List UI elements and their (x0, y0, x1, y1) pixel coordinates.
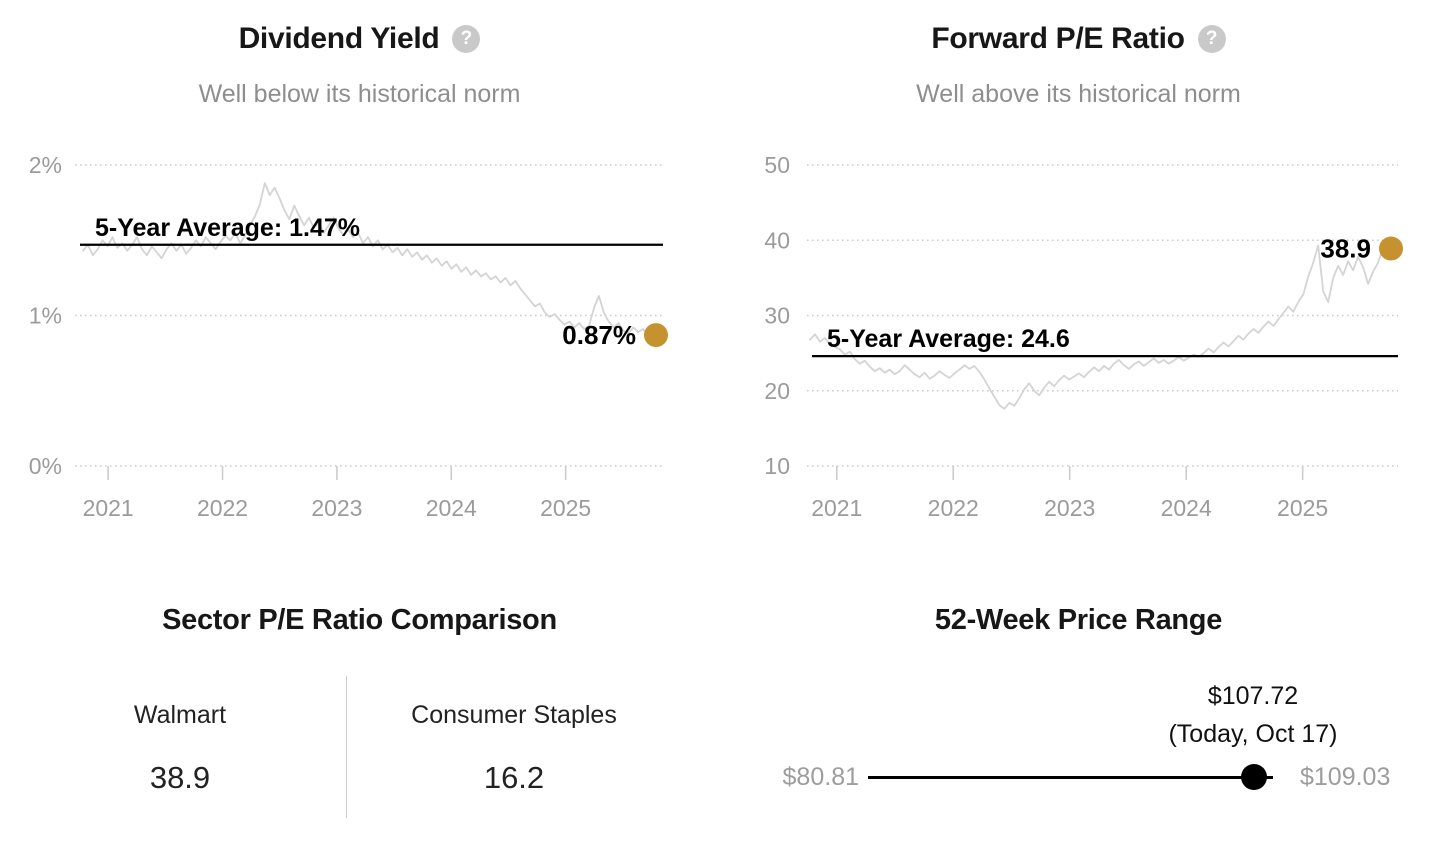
column-label: Walmart (133, 701, 227, 729)
chart-header: Forward P/E Ratio ? (719, 22, 1438, 56)
chart-subtitle: Well below its historical norm (198, 80, 521, 108)
x-tick-label: 2022 (928, 495, 979, 521)
sector-column-consumer-staples: Consumer Staples 16.2 (384, 700, 644, 796)
question-mark-icon[interactable]: ? (1197, 25, 1226, 53)
x-tick-label: 2021 (83, 495, 134, 521)
column-label: Consumer Staples (411, 701, 617, 729)
forward-pe-plot: 50 40 30 20 10 2021 2022 2023 2024 2025 5-Year Ave… (764, 152, 1403, 521)
range-high-label: $109.03 (1300, 763, 1391, 791)
52-week-price-range-panel: 52-Week Price Range $107.72 (Today, Oct … (719, 580, 1438, 846)
x-tick-label: 2023 (311, 495, 362, 521)
x-tick-label: 2025 (540, 495, 591, 521)
y-tick-label: 40 (764, 227, 790, 253)
x-tick-label: 2024 (426, 495, 477, 521)
chart-title: Dividend Yield (238, 22, 440, 55)
y-tick-label: 10 (764, 453, 790, 479)
panel-title: 52-Week Price Range (934, 604, 1223, 636)
average-label: 5-Year Average: 1.47% (95, 214, 360, 242)
x-tick-label: 2021 (811, 495, 862, 521)
y-tick-label: 30 (764, 303, 790, 329)
series-line (82, 182, 649, 337)
forward-pe-chart: Forward P/E Ratio ? Well above its histo… (719, 0, 1438, 545)
chart-header: Dividend Yield ? (0, 22, 719, 56)
dividend-yield-plot: 2% 1% 0% 2021 2022 2023 2024 2025 5-Year Average… (29, 152, 668, 521)
average-label: 5-Year Average: 24.6 (827, 325, 1070, 353)
sector-pe-comparison-panel: Sector P/E Ratio Comparison Walmart 38.9… (0, 580, 719, 846)
panel-title: Sector P/E Ratio Comparison (162, 604, 557, 636)
x-tick-label: 2023 (1044, 495, 1095, 521)
sector-column-walmart: Walmart 38.9 (50, 700, 310, 796)
question-mark-icon[interactable]: ? (452, 25, 481, 53)
y-tick-label: 0% (29, 453, 62, 479)
current-price: $107.72 (1207, 682, 1299, 710)
x-tick-label: 2022 (197, 495, 248, 521)
column-value: 16.2 (483, 760, 545, 795)
x-tick-label: 2025 (1277, 495, 1328, 521)
range-low-label: $80.81 (782, 763, 859, 791)
y-tick-label: 20 (764, 378, 790, 404)
current-value-dot (1379, 236, 1403, 261)
price-range-track (868, 776, 1273, 779)
dividend-yield-chart: Dividend Yield ? Well below its historic… (0, 0, 719, 545)
current-value-label: 0.87% (562, 320, 636, 350)
series-line (809, 244, 1384, 410)
y-tick-label: 1% (29, 303, 62, 329)
chart-subtitle: Well above its historical norm (916, 80, 1241, 108)
y-tick-label: 50 (764, 152, 790, 178)
current-value-dot (644, 323, 668, 348)
current-price-dot (1241, 764, 1268, 790)
current-price-date: (Today, Oct 17) (1168, 720, 1338, 748)
current-value-label: 38.9 (1320, 234, 1371, 264)
y-tick-label: 2% (29, 152, 62, 178)
current-price-callout: $107.72 (Today, Oct 17) (1103, 682, 1403, 749)
column-value: 38.9 (149, 760, 211, 795)
x-tick-label: 2024 (1161, 495, 1212, 521)
chart-title: Forward P/E Ratio (931, 22, 1185, 55)
vertical-divider (346, 676, 347, 818)
